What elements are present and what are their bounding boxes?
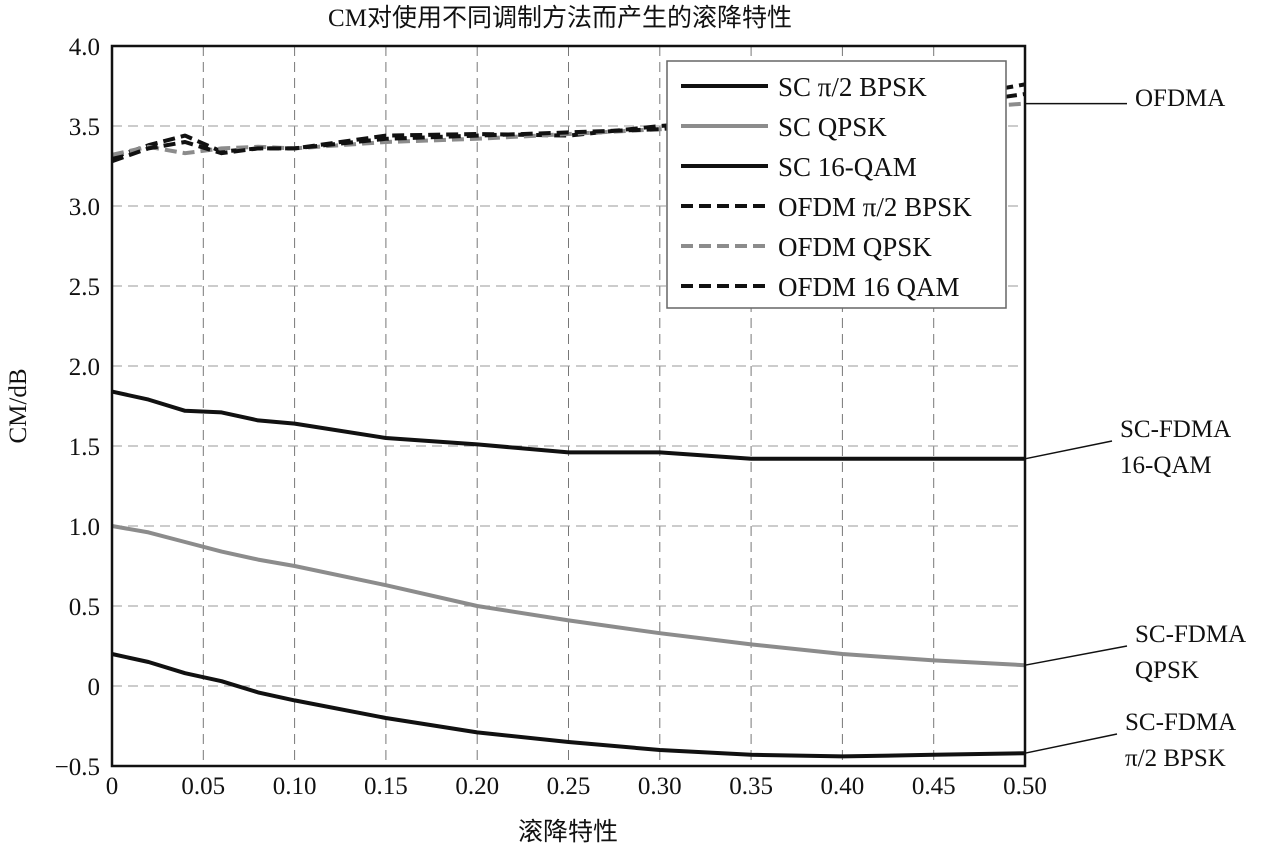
annotations: OFDMA SC-FDMA 16-QAM SC-FDMA QPSK SC-FDMA π/2 … [1024,85,1246,772]
y-tick-label: 2.0 [69,354,100,381]
y-tick-label: 4.0 [69,34,100,61]
annotation-label: OFDMA [1135,85,1225,112]
y-tick-label: −0.5 [55,754,100,781]
y-tick-label: 3.0 [69,194,100,221]
x-tick-label: 0.50 [1003,773,1047,800]
series-line-ofdm-qpsk [111,101,1026,157]
grid [112,46,1025,766]
series-line-sc-16-qam [111,389,1025,461]
plot-frame [110,44,1027,768]
legend-label: SC QPSK [778,112,887,142]
x-tick-label: 0.05 [181,773,225,800]
x-tick-label: 0.15 [364,773,408,800]
annotation-leader [1024,645,1128,666]
legend-label: OFDM 16 QAM [778,272,960,302]
annotation-label: π/2 BPSK [1125,745,1226,772]
series-lines [111,82,1026,759]
y-tick-label: 0.5 [69,594,100,621]
x-tick-label: 0.35 [729,773,773,800]
y-tick-label: 1.0 [69,514,100,541]
y-tick-label: 3.5 [69,114,100,141]
x-tick-label: 0 [106,773,119,800]
legend-label: SC π/2 BPSK [778,72,927,102]
x-axis-label: 滚降特性 [518,818,618,846]
y-tick-label: 0 [88,674,101,701]
annotation-label: 16-QAM [1120,452,1212,479]
chart-title: CM对使用不同调制方法而产生的滚降特性 [328,4,792,32]
y-tick-label: 2.5 [69,274,100,301]
ticks: 0 0.05 0.10 0.15 0.20 0.25 0.30 0.35 0.40 0.45 0.5… [55,34,1047,800]
legend-label: OFDM QPSK [778,232,932,262]
annotation-label: QPSK [1135,657,1199,684]
x-tick-label: 0.40 [821,773,865,800]
x-tick-label: 0.20 [455,773,499,800]
x-tick-label: 0.45 [912,773,956,800]
legend: SC π/2 BPSK SC QPSK SC 16-QAM OFDM π/2 BPSK… [666,60,1007,309]
annotation-label: SC-FDMA [1120,416,1231,443]
legend-label: SC 16-QAM [778,152,917,182]
x-tick-label: 0.10 [273,773,317,800]
series-line-sc-2-bpsk [111,652,1026,759]
y-tick-label: 1.5 [69,434,100,461]
annotation-label: SC-FDMA [1135,621,1246,648]
annotation-label: SC-FDMA [1125,709,1236,736]
annotation-leader [1024,733,1118,754]
series-line-sc-qpsk [111,524,1026,668]
legend-label: OFDM π/2 BPSK [778,192,972,222]
legend-box [666,60,1007,309]
annotation-leader [1024,440,1113,460]
x-tick-label: 0.25 [547,773,591,800]
x-tick-label: 0.30 [638,773,682,800]
y-axis-label: CM/dB [5,368,32,443]
